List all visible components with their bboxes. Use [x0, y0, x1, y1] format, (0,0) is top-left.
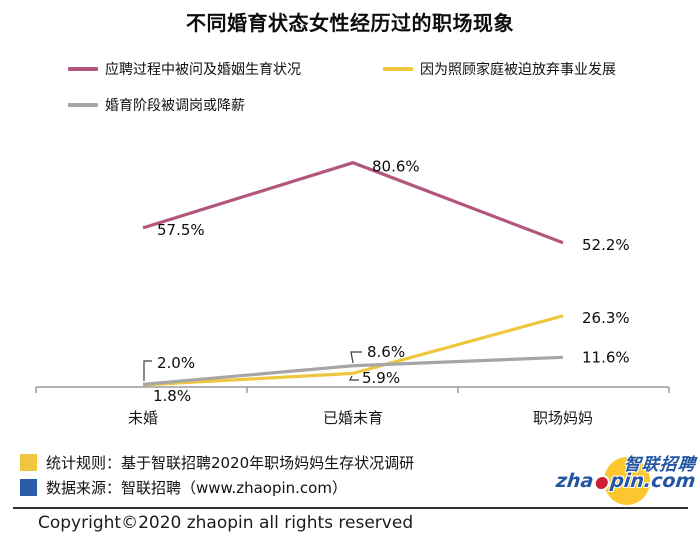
note-data-source: 数据来源：智联招聘（www.zhaopin.com）	[20, 477, 347, 498]
line-chart: 57.5% 80.6% 52.2% 1.8% 5.9% 26.3% 2.0% 8…	[35, 158, 670, 427]
series-line-pink	[142, 161, 564, 245]
data-label: 52.2%	[582, 236, 630, 254]
note-marker-blue	[20, 479, 37, 496]
legend-line-swatch-pink	[68, 67, 98, 71]
leader-line-8-6-pct	[350, 351, 362, 364]
logo-url-suffix: pin.com	[609, 470, 697, 492]
legend-item-gave-up-career: 因为照顾家庭被迫放弃事业发展	[383, 59, 616, 79]
note-statistics-rule: 统计规则：基于智联招聘2020年职场妈妈生存状况调研	[20, 452, 414, 473]
legend-line-swatch-yellow	[383, 67, 413, 71]
category-label-unmarried: 未婚	[128, 409, 158, 427]
note-marker-yellow	[20, 454, 37, 471]
note-text: 统计规则：基于智联招聘2020年职场妈妈生存状况调研	[46, 454, 415, 472]
footer-divider	[13, 507, 688, 509]
data-label: 8.6%	[367, 343, 405, 361]
data-label: 11.6%	[582, 348, 630, 366]
legend-line-swatch-gray	[68, 103, 98, 107]
category-label-working-mom: 职场妈妈	[533, 409, 593, 427]
data-label: 1.8%	[153, 387, 191, 405]
data-label: 80.6%	[372, 158, 420, 176]
legend-label: 应聘过程中被问及婚姻生育状况	[105, 62, 301, 78]
legend-item-asked-marriage: 应聘过程中被问及婚姻生育状况	[68, 59, 301, 79]
zhaopin-logo: 智联招聘 zha pin.com	[555, 444, 700, 510]
logo-ellipse	[604, 457, 650, 505]
category-label-married-no-kids: 已婚未育	[323, 409, 383, 427]
data-label: 2.0%	[157, 354, 195, 372]
legend-item-demoted: 婚育阶段被调岗或降薪	[68, 95, 245, 115]
leader-line-5-9-pct	[349, 375, 359, 381]
legend-label: 因为照顾家庭被迫放弃事业发展	[420, 62, 616, 78]
leader-line-2-0-pct	[143, 360, 152, 381]
legend-label: 婚育阶段被调岗或降薪	[105, 98, 245, 114]
copyright-text: Copyright©2020 zhaopin all rights reserv…	[38, 513, 414, 533]
series-line-gray	[142, 355, 564, 386]
data-label: 57.5%	[157, 221, 205, 239]
data-label: 26.3%	[582, 309, 630, 327]
page-title: 不同婚育状态女性经历过的职场现象	[186, 11, 514, 35]
series-line-yellow	[142, 314, 564, 387]
logo-url-text: zha pin.com	[555, 470, 697, 492]
data-label: 5.9%	[362, 369, 400, 387]
note-text: 数据来源：智联招聘（www.zhaopin.com）	[46, 479, 347, 497]
logo-url-prefix: zha	[554, 470, 595, 492]
